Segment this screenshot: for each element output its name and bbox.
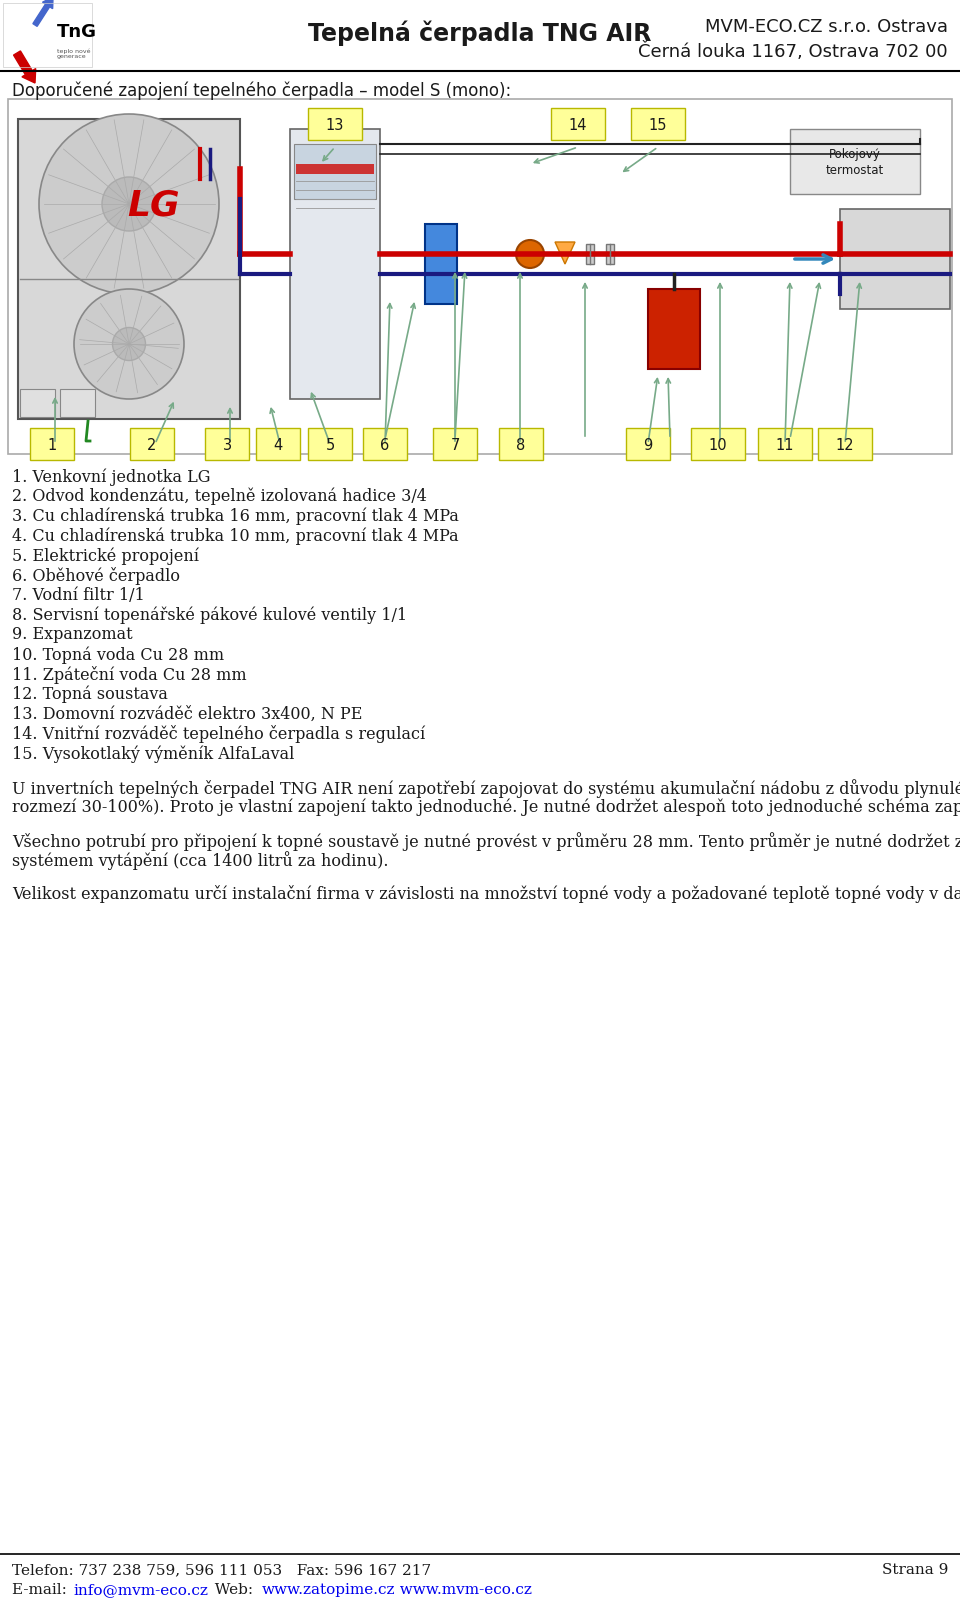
FancyBboxPatch shape — [626, 429, 670, 461]
Text: 12. Topná soustava: 12. Topná soustava — [12, 685, 168, 702]
Text: E-mail:: E-mail: — [12, 1581, 72, 1596]
Bar — [296, 166, 374, 175]
FancyBboxPatch shape — [691, 429, 745, 461]
Text: 2: 2 — [147, 437, 156, 452]
Bar — [790, 130, 920, 194]
FancyBboxPatch shape — [363, 429, 407, 461]
Text: 15: 15 — [649, 117, 667, 132]
FancyBboxPatch shape — [631, 109, 685, 141]
Bar — [586, 244, 594, 265]
Text: 10: 10 — [708, 437, 728, 452]
Text: www.mvm-eco.cz: www.mvm-eco.cz — [390, 1581, 532, 1596]
Circle shape — [39, 116, 219, 294]
Text: Doporučené zapojení tepelného čerpadla – model S (mono):: Doporučené zapojení tepelného čerpadla –… — [12, 82, 512, 100]
FancyArrow shape — [13, 51, 36, 84]
Text: 8: 8 — [516, 437, 526, 452]
Text: 14: 14 — [568, 117, 588, 132]
Text: 1: 1 — [47, 437, 57, 452]
FancyBboxPatch shape — [758, 429, 812, 461]
Text: 13: 13 — [325, 117, 345, 132]
Text: 11. Zpáteční voda Cu 28 mm: 11. Zpáteční voda Cu 28 mm — [12, 665, 247, 683]
Text: info@mvm-eco.cz: info@mvm-eco.cz — [73, 1581, 208, 1596]
FancyBboxPatch shape — [308, 429, 352, 461]
FancyArrow shape — [33, 0, 53, 27]
Polygon shape — [555, 243, 575, 265]
Circle shape — [74, 289, 184, 400]
Text: 15. Vysokotlaký výměník AlfaLaval: 15. Vysokotlaký výměník AlfaLaval — [12, 744, 295, 762]
Text: 2. Odvod kondenzátu, tepelně izolovaná hadice 3/4: 2. Odvod kondenzátu, tepelně izolovaná h… — [12, 487, 427, 505]
Text: TnG: TnG — [57, 22, 97, 40]
Text: U invertních tepelných čerpadel TNG AIR není zapotřebí zapojovat do systému akum: U invertních tepelných čerpadel TNG AIR … — [12, 778, 960, 797]
Text: rozmezí 30-100%). Proto je vlastní zapojení takto jednoduché. Je nutné dodržet a: rozmezí 30-100%). Proto je vlastní zapoj… — [12, 799, 960, 815]
Text: 6: 6 — [380, 437, 390, 452]
FancyBboxPatch shape — [551, 109, 605, 141]
Text: 5: 5 — [325, 437, 335, 452]
Text: 9. Expanzomat: 9. Expanzomat — [12, 627, 132, 643]
Text: 5. Elektrické propojení: 5. Elektrické propojení — [12, 546, 199, 564]
Circle shape — [516, 241, 544, 268]
Bar — [425, 225, 457, 305]
Bar — [840, 211, 950, 310]
Text: Velikost expanzomatu určí instalační firma v závislosti na množství topné vody a: Velikost expanzomatu určí instalační fir… — [12, 884, 960, 903]
Text: 7. Vodní filtr 1/1: 7. Vodní filtr 1/1 — [12, 587, 145, 603]
FancyBboxPatch shape — [30, 429, 74, 461]
Bar — [290, 130, 380, 400]
Text: Tepelná čerpadla TNG AIR: Tepelná čerpadla TNG AIR — [308, 19, 652, 45]
Circle shape — [112, 328, 146, 362]
Bar — [60, 391, 95, 418]
Text: 8. Servisní topenářské pákové kulové ventily 1/1: 8. Servisní topenářské pákové kulové ven… — [12, 606, 407, 624]
Bar — [8, 100, 952, 455]
FancyBboxPatch shape — [818, 429, 872, 461]
Bar — [606, 244, 614, 265]
Text: 7: 7 — [450, 437, 460, 452]
Text: teplo nové
generace: teplo nové generace — [57, 48, 90, 59]
FancyBboxPatch shape — [256, 429, 300, 461]
Text: 12: 12 — [836, 437, 854, 452]
Text: 1. Venkovní jednotka LG: 1. Venkovní jednotka LG — [12, 468, 210, 485]
Text: 11: 11 — [776, 437, 794, 452]
Text: Pokojový
termostat: Pokojový termostat — [826, 148, 884, 177]
Text: www.zatopime.cz: www.zatopime.cz — [262, 1581, 396, 1596]
Text: 3: 3 — [223, 437, 231, 452]
Text: MVM-ECO.CZ s.r.o. Ostrava: MVM-ECO.CZ s.r.o. Ostrava — [705, 18, 948, 35]
Text: 4: 4 — [274, 437, 282, 452]
Text: Web:: Web: — [205, 1581, 263, 1596]
Text: 9: 9 — [643, 437, 653, 452]
Bar — [3, 3, 92, 67]
Text: 6. Oběhové čerpadlo: 6. Oběhové čerpadlo — [12, 567, 180, 585]
Text: systémem vytápění (cca 1400 litrů za hodinu).: systémem vytápění (cca 1400 litrů za hod… — [12, 852, 389, 869]
Text: 13. Domovní rozváděč elektro 3x400, N PE: 13. Domovní rozváděč elektro 3x400, N PE — [12, 705, 362, 722]
Text: 4. Cu chladírenská trubka 10 mm, pracovní tlak 4 MPa: 4. Cu chladírenská trubka 10 mm, pracovn… — [12, 527, 459, 545]
Text: Strana 9: Strana 9 — [881, 1562, 948, 1576]
Text: 14. Vnitřní rozváděč tepelného čerpadla s regulací: 14. Vnitřní rozváděč tepelného čerpadla … — [12, 725, 425, 742]
Text: LG: LG — [128, 188, 180, 222]
Circle shape — [102, 178, 156, 231]
FancyBboxPatch shape — [308, 109, 362, 141]
Text: 3. Cu chladírenská trubka 16 mm, pracovní tlak 4 MPa: 3. Cu chladírenská trubka 16 mm, pracovn… — [12, 508, 459, 525]
Text: 10. Topná voda Cu 28 mm: 10. Topná voda Cu 28 mm — [12, 646, 224, 664]
Text: Telefon: 737 238 759, 596 111 053   Fax: 596 167 217: Telefon: 737 238 759, 596 111 053 Fax: 5… — [12, 1562, 431, 1576]
Text: Všechno potrubí pro připojení k topné soustavě je nutné provést v průměru 28 mm.: Všechno potrubí pro připojení k topné so… — [12, 831, 960, 850]
FancyBboxPatch shape — [499, 429, 543, 461]
FancyBboxPatch shape — [433, 429, 477, 461]
Text: Černá louka 1167, Ostrava 702 00: Černá louka 1167, Ostrava 702 00 — [638, 42, 948, 61]
Bar — [18, 121, 240, 419]
Bar — [294, 145, 376, 199]
Bar — [20, 391, 55, 418]
FancyBboxPatch shape — [130, 429, 174, 461]
FancyBboxPatch shape — [205, 429, 249, 461]
Bar — [648, 289, 700, 370]
